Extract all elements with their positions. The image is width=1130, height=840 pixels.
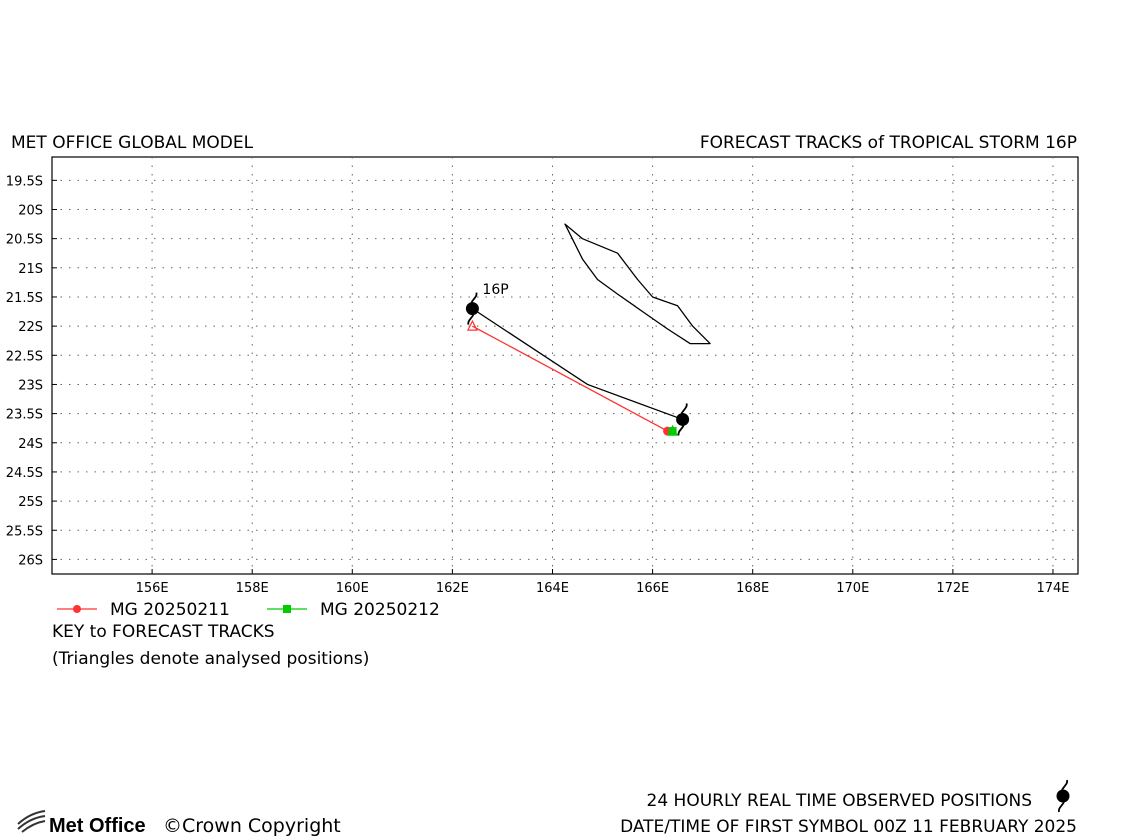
island-outline xyxy=(564,223,711,345)
latitude-labels: 19.5S 20S 20.5S 21S 21.5S 22S 22.5S 23S 23.5S 24S… xyxy=(6,174,43,568)
model-title: MET OFFICE GLOBAL MODEL xyxy=(11,133,254,153)
storm-core xyxy=(676,412,690,426)
storm-symbol-icon xyxy=(676,403,690,436)
legend-label: MG 20250211 xyxy=(110,600,230,620)
key-title: KEY to FORECAST TRACKS xyxy=(52,622,275,642)
longitude-labels: 156E 158E 160E 162E 164E 166E 168E 170E 172E 174E xyxy=(136,581,1070,596)
analysed-position-triangle xyxy=(466,319,478,331)
storm-arm-top xyxy=(470,292,478,304)
storm-arm-bottom xyxy=(677,425,685,436)
legend-mg-20250212: MG 20250212 xyxy=(267,600,440,620)
lon-tick-label: 174E xyxy=(1036,581,1069,596)
lat-tick-label: 21.5S xyxy=(6,291,43,306)
storm-core xyxy=(465,302,479,316)
storm-label: 16P xyxy=(482,282,508,298)
land-outline xyxy=(564,223,711,345)
storm-symbol-icon xyxy=(465,292,479,325)
lon-tick-label: 166E xyxy=(636,581,669,596)
lon-tick-label: 170E xyxy=(836,581,869,596)
observed-positions-label: 24 HOURLY REAL TIME OBSERVED POSITIONS xyxy=(647,791,1032,811)
storm-core xyxy=(1056,789,1070,803)
first-symbol-date: DATE/TIME OF FIRST SYMBOL 00Z 11 FEBRUAR… xyxy=(620,817,1077,837)
storm-title: FORECAST TRACKS of TROPICAL STORM 16P xyxy=(700,133,1077,153)
forecast-point-square xyxy=(668,427,677,436)
lat-tick-label: 22S xyxy=(18,320,43,335)
logo-text: Met Office xyxy=(49,815,146,837)
copyright: ©Crown Copyright xyxy=(163,815,341,837)
grid-lines xyxy=(52,157,1078,574)
storm-arm-bottom xyxy=(467,314,475,325)
lon-tick-label: 172E xyxy=(936,581,969,596)
lat-tick-label: 25S xyxy=(18,495,43,510)
lat-tick-label: 19.5S xyxy=(6,174,43,189)
lat-tick-label: 21S xyxy=(18,262,43,277)
storm-arm-top xyxy=(680,403,688,414)
lon-tick-label: 164E xyxy=(536,581,569,596)
lon-tick-label: 156E xyxy=(136,581,169,596)
lat-tick-label: 23S xyxy=(18,378,43,393)
lat-tick-label: 22.5S xyxy=(6,349,43,364)
lon-tick-label: 168E xyxy=(736,581,769,596)
legend-label: MG 20250212 xyxy=(320,600,440,620)
tropical-storm-icon xyxy=(1056,779,1070,813)
lon-tick-label: 158E xyxy=(236,581,269,596)
lat-tick-label: 25.5S xyxy=(6,524,43,539)
map-frame xyxy=(51,156,1079,575)
logo-swoosh-icon xyxy=(17,810,46,833)
storm-arm-top xyxy=(1061,779,1069,791)
key-note: (Triangles denote analysed positions) xyxy=(52,649,369,669)
lon-tick-label: 160E xyxy=(336,581,369,596)
lon-tick-label: 162E xyxy=(436,581,469,596)
tracks xyxy=(465,292,690,436)
forecast-track-line xyxy=(472,325,668,432)
lat-tick-label: 24.5S xyxy=(6,466,43,481)
legend-marker-circle xyxy=(73,605,81,613)
lat-tick-label: 23.5S xyxy=(6,408,43,423)
lat-tick-label: 24S xyxy=(18,437,43,452)
storm-arm-bottom xyxy=(1057,801,1065,813)
legend-mg-20250211: MG 20250211 xyxy=(57,600,230,620)
footer-storm-symbol-icon xyxy=(1056,779,1070,813)
lat-tick-label: 20.5S xyxy=(6,233,43,248)
lat-tick-label: 26S xyxy=(18,553,43,568)
lat-tick-label: 20S xyxy=(18,203,43,218)
legend-marker-square xyxy=(283,605,291,613)
met-office-logo: Met Office xyxy=(17,810,146,837)
observed-track-line xyxy=(472,308,683,421)
